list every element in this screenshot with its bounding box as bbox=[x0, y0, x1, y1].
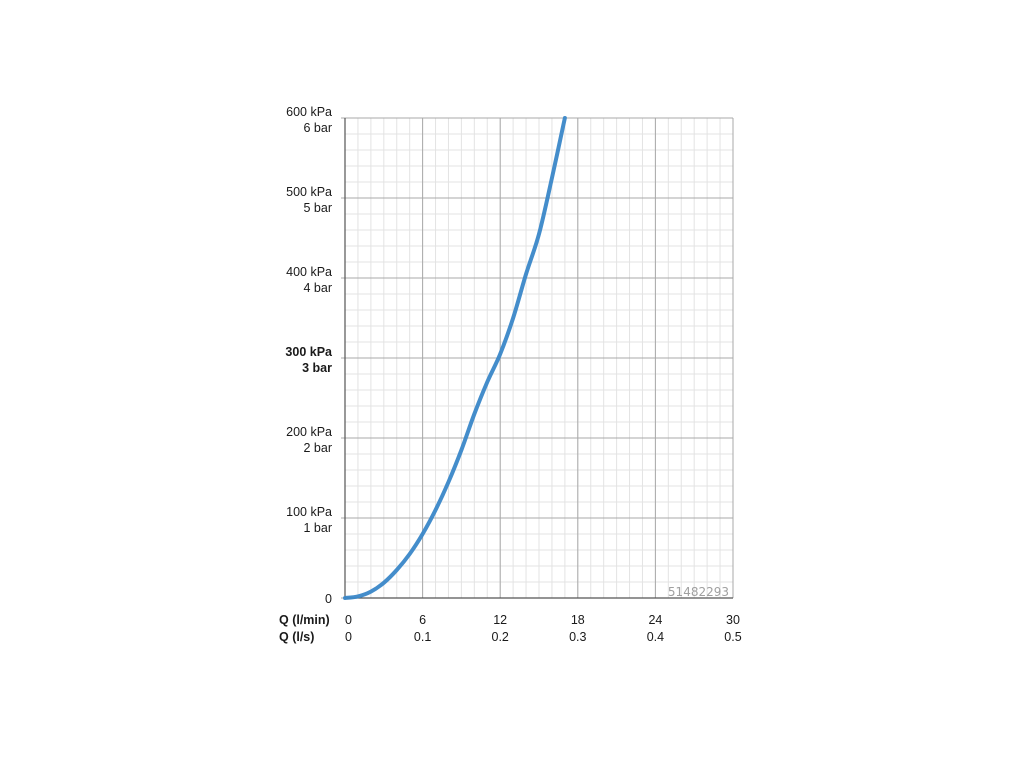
major-grid bbox=[341, 117, 734, 599]
x-tick-label-lmin: 0 bbox=[345, 613, 352, 627]
y-tick-label-kpa: 200 kPa bbox=[286, 425, 332, 439]
drawing-code-label: 51482293 bbox=[668, 585, 729, 599]
x-tick-label-lmin: 24 bbox=[648, 613, 662, 627]
x-tick-label-lmin: 18 bbox=[571, 613, 585, 627]
x-tick-label-lmin: 12 bbox=[493, 613, 507, 627]
pressure-flow-curve bbox=[343, 116, 567, 600]
y-tick-label-kpa: 0 bbox=[325, 592, 332, 606]
y-tick-label-kpa: 600 kPa bbox=[286, 105, 332, 119]
series-layer bbox=[343, 116, 567, 600]
x-tick-label-ls: 0.1 bbox=[414, 630, 431, 644]
y-tick-label-kpa: 100 kPa bbox=[286, 505, 332, 519]
x-tick-label-ls: 0 bbox=[345, 630, 352, 644]
y-tick-label-bar: 4 bar bbox=[304, 281, 333, 295]
x-tick-label-ls: 0.2 bbox=[492, 630, 509, 644]
x-tick-label-ls: 0.3 bbox=[569, 630, 586, 644]
x-tick-label-lmin: 6 bbox=[419, 613, 426, 627]
x-axis-title-ls: Q (l/s) bbox=[279, 630, 314, 644]
y-axis-labels: 0 100 kPa 1 bar 200 kPa 2 bar 300 kPa 3 bar 400… bbox=[285, 105, 333, 606]
y-tick-label-bar: 5 bar bbox=[304, 201, 333, 215]
y-tick-label-bar: 1 bar bbox=[304, 521, 333, 535]
y-tick-label-kpa: 300 kPa bbox=[285, 345, 333, 359]
x-axis-labels: Q (l/min) 0 6 12 18 24 30 Q (l/s) 0 0.1 0.2 0.3 0.4 0… bbox=[279, 613, 742, 644]
y-tick-label-bar: 3 bar bbox=[302, 361, 332, 375]
x-tick-label-lmin: 30 bbox=[726, 613, 740, 627]
y-tick-label-kpa: 400 kPa bbox=[286, 265, 332, 279]
y-tick-label-bar: 2 bar bbox=[304, 441, 333, 455]
y-tick-label-kpa: 500 kPa bbox=[286, 185, 332, 199]
y-tick-label-bar: 6 bar bbox=[304, 121, 333, 135]
x-axis-title-lmin: Q (l/min) bbox=[279, 613, 330, 627]
x-tick-label-ls: 0.4 bbox=[647, 630, 664, 644]
x-tick-label-ls: 0.5 bbox=[724, 630, 741, 644]
